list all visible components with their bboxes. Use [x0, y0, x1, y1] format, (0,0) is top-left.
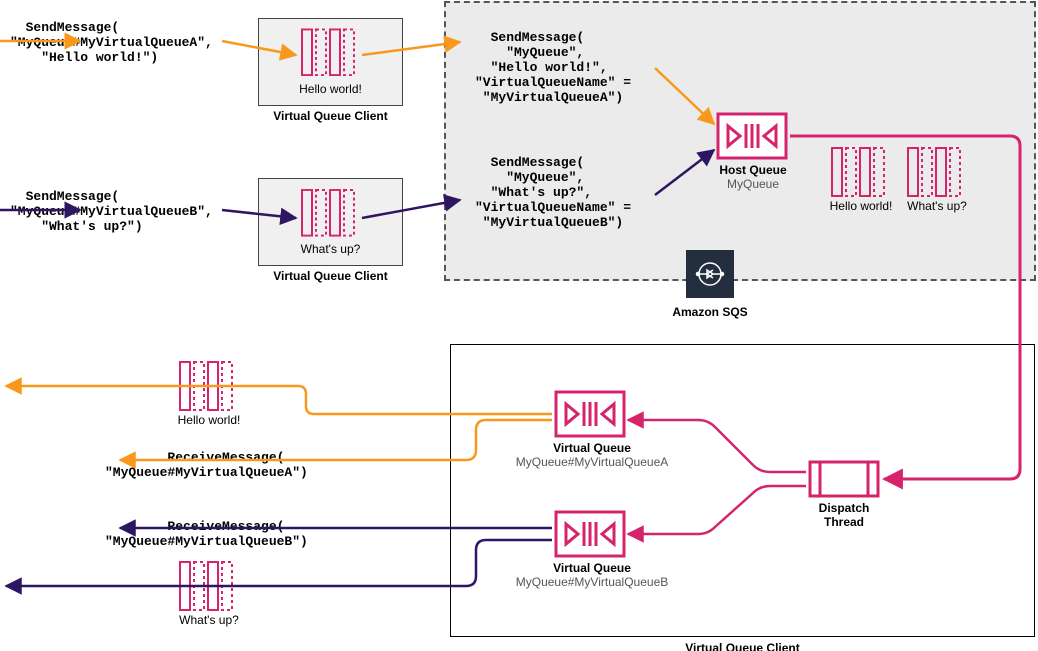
- out-msg1-icon: [180, 362, 232, 410]
- host-queue-name: MyQueue: [703, 177, 803, 191]
- out-msg2-icon: [180, 562, 232, 610]
- host-msg2-caption: What's up?: [898, 199, 976, 213]
- code-send-a: SendMessage( "MyQueue#MyVirtualQueueA", …: [10, 20, 213, 65]
- msg-a-caption: Hello world!: [258, 82, 403, 96]
- code-send-host-a: SendMessage( "MyQueue", "Hello world!", …: [475, 30, 631, 105]
- dispatch-label1: Dispatch: [810, 501, 878, 515]
- host-msg1-caption: Hello world!: [822, 199, 900, 213]
- code-recv-a: ReceiveMessage( "MyQueue#MyVirtualQueueA…: [105, 450, 308, 480]
- vq-client-a-label: Virtual Queue Client: [258, 109, 403, 123]
- host-queue-title: Host Queue: [703, 163, 803, 177]
- sqs-label: Amazon SQS: [650, 305, 770, 319]
- dispatch-label2: Thread: [810, 515, 878, 529]
- out-msg1-caption: Hello world!: [170, 413, 248, 427]
- vqb-name: MyQueue#MyVirtualQueueB: [497, 575, 687, 589]
- code-send-b: SendMessage( "MyQueue#MyVirtualQueueB", …: [10, 189, 213, 234]
- vq-client-b-label: Virtual Queue Client: [258, 269, 403, 283]
- vqa-name: MyQueue#MyVirtualQueueA: [497, 455, 687, 469]
- sqs-service-icon: [686, 250, 734, 298]
- msg-b-caption: What's up?: [258, 242, 403, 256]
- code-send-host-b: SendMessage( "MyQueue", "What's up?", "V…: [475, 155, 631, 230]
- vqa-title: Virtual Queue: [497, 441, 687, 455]
- big-vq-client-panel: [450, 344, 1035, 637]
- out-msg2-caption: What's up?: [170, 613, 248, 627]
- big-vq-client-label: Virtual Queue Client: [450, 641, 1035, 651]
- code-recv-b: ReceiveMessage( "MyQueue#MyVirtualQueueB…: [105, 519, 308, 549]
- vqb-title: Virtual Queue: [497, 561, 687, 575]
